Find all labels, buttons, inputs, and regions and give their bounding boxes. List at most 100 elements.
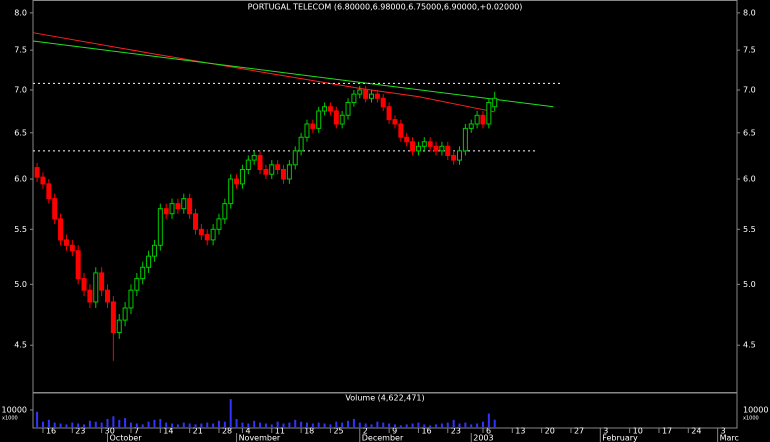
x-tick-label: 11 [275,427,285,436]
month-label: February [602,434,638,442]
candle-body [87,289,93,303]
y-tick-label: 5.0 [743,280,756,289]
volume-bar [165,422,168,428]
volume-bar [429,425,432,428]
volume-bar [106,418,109,428]
volume-bar [470,424,473,428]
candle-body [210,228,216,241]
candle-body [421,141,427,147]
volume-bar [206,422,209,428]
y-tick-label: 5.0 [14,280,27,289]
x-tick-label: 10 [633,427,643,436]
candle-body [81,278,87,291]
x-tick-label: 7 [134,427,139,436]
y-tick-label: 5.5 [14,225,27,234]
volume-bar [411,423,414,428]
volume-bar [335,421,338,428]
candle-body [140,266,146,280]
volume-bar [399,425,402,428]
candle-body [169,203,175,215]
x-tick-label: 13 [515,427,525,436]
volume-bar [270,424,273,428]
volume-bar [118,419,121,428]
volume-bar [370,424,373,428]
volume-bar [476,423,479,428]
volume-bar [282,423,285,428]
y-tick-label: 5.5 [743,225,756,234]
candle-body [363,89,369,99]
y-tick-label: 6.0 [743,175,756,184]
volume-bar [481,421,484,428]
volume-bar [382,422,385,428]
y-tick-label: 8.0 [743,8,756,17]
overlay-line [32,40,554,108]
y-tick-label: 6.5 [743,128,756,137]
candle-body [257,154,263,170]
volume-bar [405,424,408,428]
volume-bar [53,422,56,428]
candle-body [374,93,380,99]
volume-bar [341,422,344,428]
candle-body [369,93,375,99]
candle-body [128,289,134,309]
candle-body [263,168,269,175]
volume-bar [393,424,396,428]
candle-body [339,114,345,125]
y-tick-label: 6.0 [14,175,27,184]
y-tick-label: 6.5 [14,128,27,137]
volume-bar [329,424,332,428]
candle-body [63,239,69,246]
volume-panel [32,392,738,429]
candle-body [316,110,322,129]
volume-unit: x1000 [743,415,759,421]
x-tick-label: 21 [193,427,203,436]
candle-body [333,110,339,125]
volume-bar [59,423,62,428]
candle-body [222,203,228,220]
candle-body [134,278,140,291]
volume-tick-label: 10000 [2,405,27,414]
x-tick-label: 23 [75,427,85,436]
volume-bar [71,422,74,428]
x-tick-label: 4 [245,427,250,436]
x-tick-label: 16 [421,427,431,436]
volume-bar [194,424,197,428]
y-tick-label: 7.0 [743,85,756,94]
volume-bar [358,422,361,428]
volume-bar [294,419,297,428]
volume-unit: x1000 [2,415,18,421]
candle-body [433,145,439,152]
volume-bar [229,399,232,428]
volume-bar [83,424,86,428]
x-tick-label: 2 [363,427,368,436]
candle-body [298,136,304,152]
candle-body [116,319,122,334]
candle-body [275,164,281,170]
candle-body [310,123,316,129]
candle-body [239,168,245,185]
volume-bar [100,422,103,428]
candle-body [175,203,181,210]
volume-bar [288,422,291,428]
y-tick-label: 7.0 [14,85,27,94]
candle-body [286,164,292,180]
volume-tick-label: 10000 [743,405,768,414]
y-tick-label: 4.5 [14,341,27,350]
volume-bar [264,423,267,428]
month-label: Marc [720,434,739,442]
candle-body [216,218,222,230]
candle-body [34,167,40,178]
candle-body [245,159,251,170]
x-tick-label: 28 [222,427,232,436]
volume-title: Volume (4,622,471) [345,394,424,403]
candle-body [457,150,463,161]
candle-body [386,106,392,121]
volume-bar [347,420,350,428]
volume-bar [141,424,144,428]
candle-body [392,119,398,125]
candle-body [122,307,128,321]
candle-body [157,208,163,246]
volume-bar [376,421,379,428]
candle-body [234,178,240,185]
volume-bar [41,421,44,428]
